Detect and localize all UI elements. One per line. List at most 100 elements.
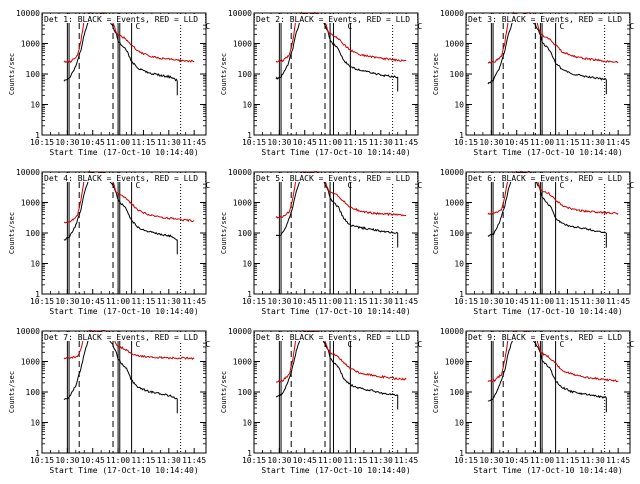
x-tick-label: 11:30: [157, 456, 181, 465]
plot-frame: [41, 171, 207, 295]
y-axis-label: Counts/sec: [432, 212, 440, 254]
x-axis-label: Start Time (17-Oct-10 10:14:40): [261, 307, 410, 316]
x-tick-label: 11:15: [343, 297, 367, 306]
y-tick-label: 10000: [228, 9, 252, 18]
marker-letter: C: [417, 340, 422, 349]
panel-title: Det 1: BLACK = Events, RED = LLD: [44, 15, 198, 24]
x-tick-label: 10:45: [293, 456, 317, 465]
x-tick-label: 11:30: [369, 138, 393, 147]
marker-letter: C: [559, 181, 564, 190]
panel-title: Det 3: BLACK = Events, RED = LLD: [468, 15, 622, 24]
panel-det-5: 1 10 100 1000 10000 10:15 10:30 10:45 11:00 11:15…: [220, 168, 422, 316]
title-backing: [467, 332, 629, 341]
marker-letter: C: [417, 181, 422, 190]
x-tick-label: 11:00: [530, 138, 554, 147]
y-tick-label: 1000: [21, 358, 40, 367]
y-tick-label: 100: [26, 388, 41, 397]
marker-letter: C: [347, 22, 352, 31]
y-axis-label: Counts/sec: [8, 212, 16, 254]
panel-det-9: 1 10 100 1000 10000 10:15 10:30 10:45 11:00 11:15…: [432, 327, 634, 475]
y-tick-label: 1000: [21, 40, 40, 49]
y-tick-label: 1: [247, 290, 252, 299]
y-tick-label: 100: [450, 70, 465, 79]
marker-letter: C: [559, 22, 564, 31]
x-tick-label: 10:15: [30, 456, 54, 465]
x-tick-label: 11:45: [606, 138, 630, 147]
x-tick-label: 11:45: [606, 456, 630, 465]
y-tick-label: 10: [30, 260, 40, 269]
x-tick-label: 11:45: [182, 297, 206, 306]
x-tick-label: 11:15: [131, 456, 155, 465]
plot-frame: [465, 12, 631, 136]
x-tick-label: 11:15: [343, 456, 367, 465]
y-tick-label: 1000: [233, 199, 252, 208]
x-tick-label: 10:30: [479, 297, 503, 306]
y-tick-label: 10000: [228, 327, 252, 336]
x-tick-label: 11:15: [555, 138, 579, 147]
x-tick-label: 11:00: [318, 297, 342, 306]
marker-letter: C: [135, 22, 140, 31]
events-series-line: [275, 13, 399, 80]
panel-det-6: 1 10 100 1000 10000 10:15 10:30 10:45 11:00 11:15…: [432, 168, 634, 316]
x-tick-label: 10:45: [505, 456, 529, 465]
x-tick-label: 10:15: [454, 456, 478, 465]
x-axis-label: Start Time (17-Oct-10 10:14:40): [49, 307, 198, 316]
x-tick-label: 11:15: [343, 138, 367, 147]
y-tick-label: 10: [242, 260, 252, 269]
title-backing: [43, 332, 205, 341]
panel-title: Det 4: BLACK = Events, RED = LLD: [44, 174, 198, 183]
title-backing: [467, 14, 629, 23]
x-tick-label: 10:45: [505, 138, 529, 147]
x-tick-label: 11:45: [606, 297, 630, 306]
y-tick-label: 1: [459, 290, 464, 299]
y-tick-label: 10000: [16, 327, 40, 336]
x-tick-label: 11:30: [157, 297, 181, 306]
y-tick-label: 10: [454, 260, 464, 269]
y-axis-label: Counts/sec: [220, 53, 228, 95]
y-tick-label: 10: [30, 419, 40, 428]
y-tick-label: 100: [450, 388, 465, 397]
x-tick-label: 11:00: [106, 138, 130, 147]
x-axis-label: Start Time (17-Oct-10 10:14:40): [473, 307, 622, 316]
marker-letter: C: [629, 22, 634, 31]
marker-letter: C: [629, 181, 634, 190]
y-axis-label: Counts/sec: [220, 371, 228, 413]
x-tick-label: 11:00: [106, 297, 130, 306]
y-tick-label: 100: [238, 229, 253, 238]
x-tick-label: 11:30: [581, 297, 605, 306]
y-tick-label: 1000: [233, 358, 252, 367]
y-tick-label: 10000: [440, 9, 464, 18]
panel-det-2: 1 10 100 1000 10000 10:15 10:30 10:45 11:00 11:15…: [220, 9, 422, 157]
panel-det-8: 1 10 100 1000 10000 10:15 10:30 10:45 11:00 11:15…: [220, 327, 422, 475]
x-tick-label: 11:45: [394, 456, 418, 465]
y-axis-label: Counts/sec: [432, 371, 440, 413]
panel-det-3: 1 10 100 1000 10000 10:15 10:30 10:45 11:00 11:15…: [432, 9, 634, 157]
x-tick-label: 10:45: [505, 297, 529, 306]
x-axis-label: Start Time (17-Oct-10 10:14:40): [261, 466, 410, 475]
marker-letter: C: [347, 181, 352, 190]
y-tick-label: 1: [35, 131, 40, 140]
x-tick-label: 11:15: [555, 456, 579, 465]
y-tick-label: 1000: [21, 199, 40, 208]
x-tick-label: 11:30: [581, 138, 605, 147]
x-tick-label: 10:30: [267, 138, 291, 147]
x-tick-label: 11:15: [131, 297, 155, 306]
x-tick-label: 10:15: [30, 297, 54, 306]
marker-letter: C: [559, 340, 564, 349]
plot-frame: [465, 330, 631, 454]
x-tick-label: 10:15: [30, 138, 54, 147]
x-tick-label: 10:30: [479, 138, 503, 147]
title-backing: [255, 332, 417, 341]
x-tick-label: 10:15: [454, 138, 478, 147]
y-tick-label: 1: [247, 131, 252, 140]
x-tick-label: 11:45: [182, 456, 206, 465]
y-tick-label: 10000: [228, 168, 252, 177]
x-tick-label: 11:00: [530, 456, 554, 465]
marker-letter: C: [629, 340, 634, 349]
x-tick-label: 10:15: [242, 456, 266, 465]
y-tick-label: 100: [450, 229, 465, 238]
x-tick-label: 11:45: [394, 297, 418, 306]
x-tick-label: 10:45: [81, 456, 105, 465]
y-tick-label: 10: [454, 419, 464, 428]
